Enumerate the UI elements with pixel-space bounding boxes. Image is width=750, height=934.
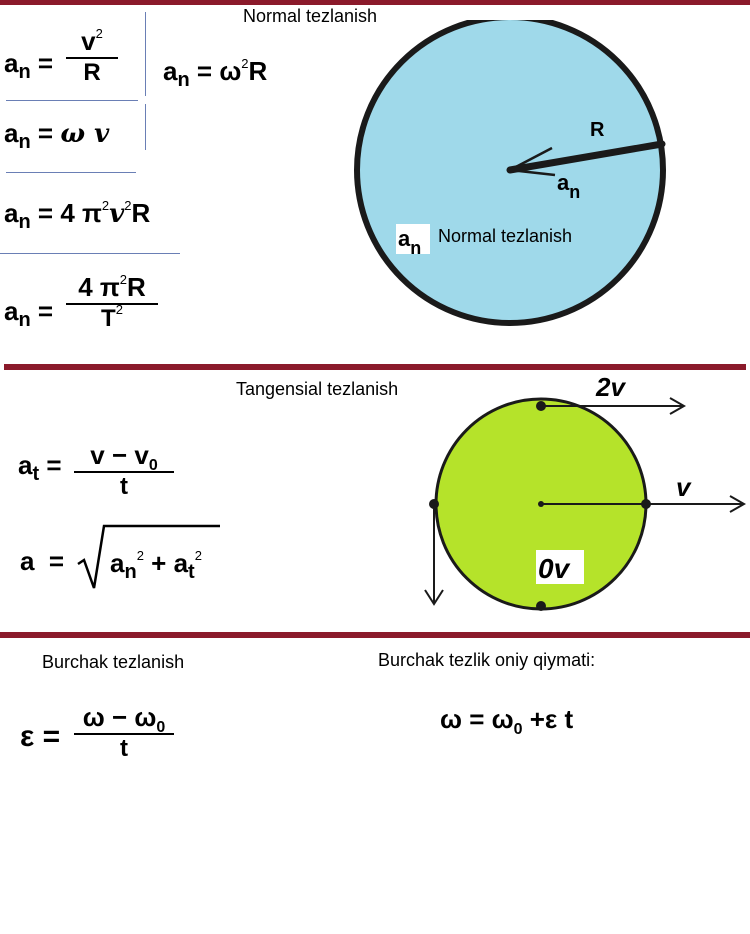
tangential-section-title: Tangensial tezlanish — [236, 379, 399, 399]
separator-line — [0, 253, 180, 254]
bottom-velocity-label: 0v — [538, 553, 571, 584]
legend-text: Normal tezlanish — [438, 226, 572, 246]
angular-section-title: Burchak tezlanish — [42, 652, 185, 672]
tangential-formula-2-lhs: a = — [20, 546, 65, 576]
top-divider — [0, 0, 750, 5]
top-velocity-arrowhead — [669, 397, 687, 415]
left-velocity-arrowhead — [424, 589, 444, 606]
normal-formula-5-lhs: an = — [4, 296, 54, 331]
top-velocity-label: 2v — [595, 372, 626, 402]
normal-formula-3: an = ω v — [4, 118, 110, 153]
center-dot — [538, 501, 544, 507]
tangential-formula-2-radicand: an2 + at2 — [110, 548, 202, 583]
accel-label: an — [557, 170, 580, 202]
tangential-formula-1-fraction: v − v0 t — [74, 440, 174, 501]
normal-section-title: Normal tezlanish — [243, 6, 378, 26]
angular-formula-lhs: ε = — [20, 720, 61, 753]
separator-line — [145, 12, 146, 96]
normal-acceleration-diagram: R an an Normal tezlanish — [354, 20, 666, 326]
middle-divider — [4, 364, 746, 370]
right-velocity-arrowhead — [729, 495, 747, 513]
normal-formula-4: an = 4 π2v2R — [4, 198, 151, 233]
separator-line — [6, 100, 138, 101]
normal-formula-5-fraction: 4 π2R T2 — [66, 272, 158, 333]
accel-arrow-head-top — [509, 146, 553, 172]
angular-formula-fraction: ω − ω0 t — [74, 702, 174, 763]
tangential-formula-1-lhs: at = — [18, 450, 62, 485]
radius-label: R — [590, 119, 605, 141]
tangential-diagram: 2v v 0v — [424, 372, 747, 611]
bottom-point — [536, 601, 546, 611]
instant-section-title: Burchak tezlik oniy qiymati: — [378, 650, 596, 670]
lower-divider — [0, 632, 750, 638]
legend-symbol-bg — [396, 224, 430, 254]
separator-line — [6, 172, 136, 173]
separator-line — [145, 104, 146, 150]
radius-line — [506, 140, 666, 174]
normal-formula-1-lhs: an = — [4, 48, 54, 83]
bottom-velocity-label-bg — [536, 550, 584, 584]
instant-formula: ω = ω0 +ε t — [440, 704, 574, 738]
right-velocity-label: v — [676, 472, 692, 502]
normal-formula-1-fraction: v2 R — [66, 26, 118, 87]
normal-formula-2: an = ω2R — [163, 56, 268, 91]
legend-symbol: an — [398, 226, 421, 258]
accel-arrow-head-bottom — [509, 168, 556, 177]
square-root-sign — [77, 524, 220, 589]
